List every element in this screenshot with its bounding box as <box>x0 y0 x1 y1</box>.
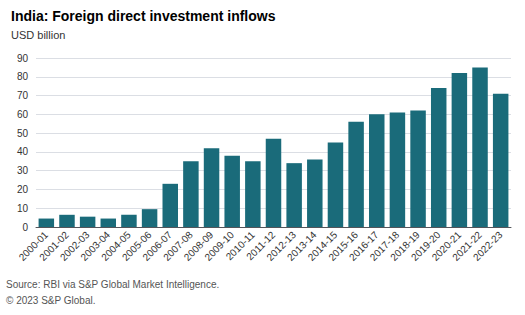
svg-text:India: Foreign direct investme: India: Foreign direct investment inflows <box>11 8 276 24</box>
svg-text:2006-07: 2006-07 <box>140 229 175 263</box>
svg-text:2004-05: 2004-05 <box>99 229 133 263</box>
svg-text:70: 70 <box>17 90 29 101</box>
svg-text:10: 10 <box>17 203 29 214</box>
svg-text:2013-14: 2013-14 <box>285 229 319 263</box>
svg-text:2020-21: 2020-21 <box>429 229 464 263</box>
svg-text:0: 0 <box>22 222 28 233</box>
svg-text:2007-08: 2007-08 <box>161 229 195 263</box>
svg-text:80: 80 <box>17 71 29 82</box>
svg-text:2015-16: 2015-16 <box>326 229 360 263</box>
svg-text:USD billion: USD billion <box>11 29 65 41</box>
svg-text:30: 30 <box>17 165 29 176</box>
svg-text:2010-11: 2010-11 <box>223 229 257 263</box>
svg-text:2021-22: 2021-22 <box>450 229 484 263</box>
svg-text:2005-06: 2005-06 <box>119 229 154 263</box>
svg-text:2022-23: 2022-23 <box>471 229 505 263</box>
svg-text:2017-18: 2017-18 <box>367 229 402 263</box>
svg-text:2016-17: 2016-17 <box>347 229 381 263</box>
svg-text:2019-20: 2019-20 <box>408 229 443 263</box>
svg-text:2001-02: 2001-02 <box>37 229 71 263</box>
svg-text:2008-09: 2008-09 <box>181 229 216 263</box>
svg-text:20: 20 <box>17 184 29 195</box>
svg-text:90: 90 <box>17 53 29 64</box>
svg-text:Source: RBI via S&P Global Mar: Source: RBI via S&P Global Market Intell… <box>6 279 219 290</box>
svg-text:2009-10: 2009-10 <box>202 229 237 263</box>
svg-text:© 2023 S&P Global.: © 2023 S&P Global. <box>6 295 95 306</box>
svg-text:2003-04: 2003-04 <box>78 229 113 263</box>
svg-text:2011-12: 2011-12 <box>244 229 278 263</box>
svg-text:2002-03: 2002-03 <box>57 229 92 263</box>
svg-text:40: 40 <box>17 146 29 157</box>
svg-text:50: 50 <box>17 128 29 139</box>
svg-text:2014-15: 2014-15 <box>305 229 340 263</box>
svg-text:2000-01: 2000-01 <box>16 229 51 263</box>
svg-text:2018-19: 2018-19 <box>388 229 422 263</box>
svg-text:2012-13: 2012-13 <box>264 229 298 263</box>
svg-text:60: 60 <box>17 109 29 120</box>
